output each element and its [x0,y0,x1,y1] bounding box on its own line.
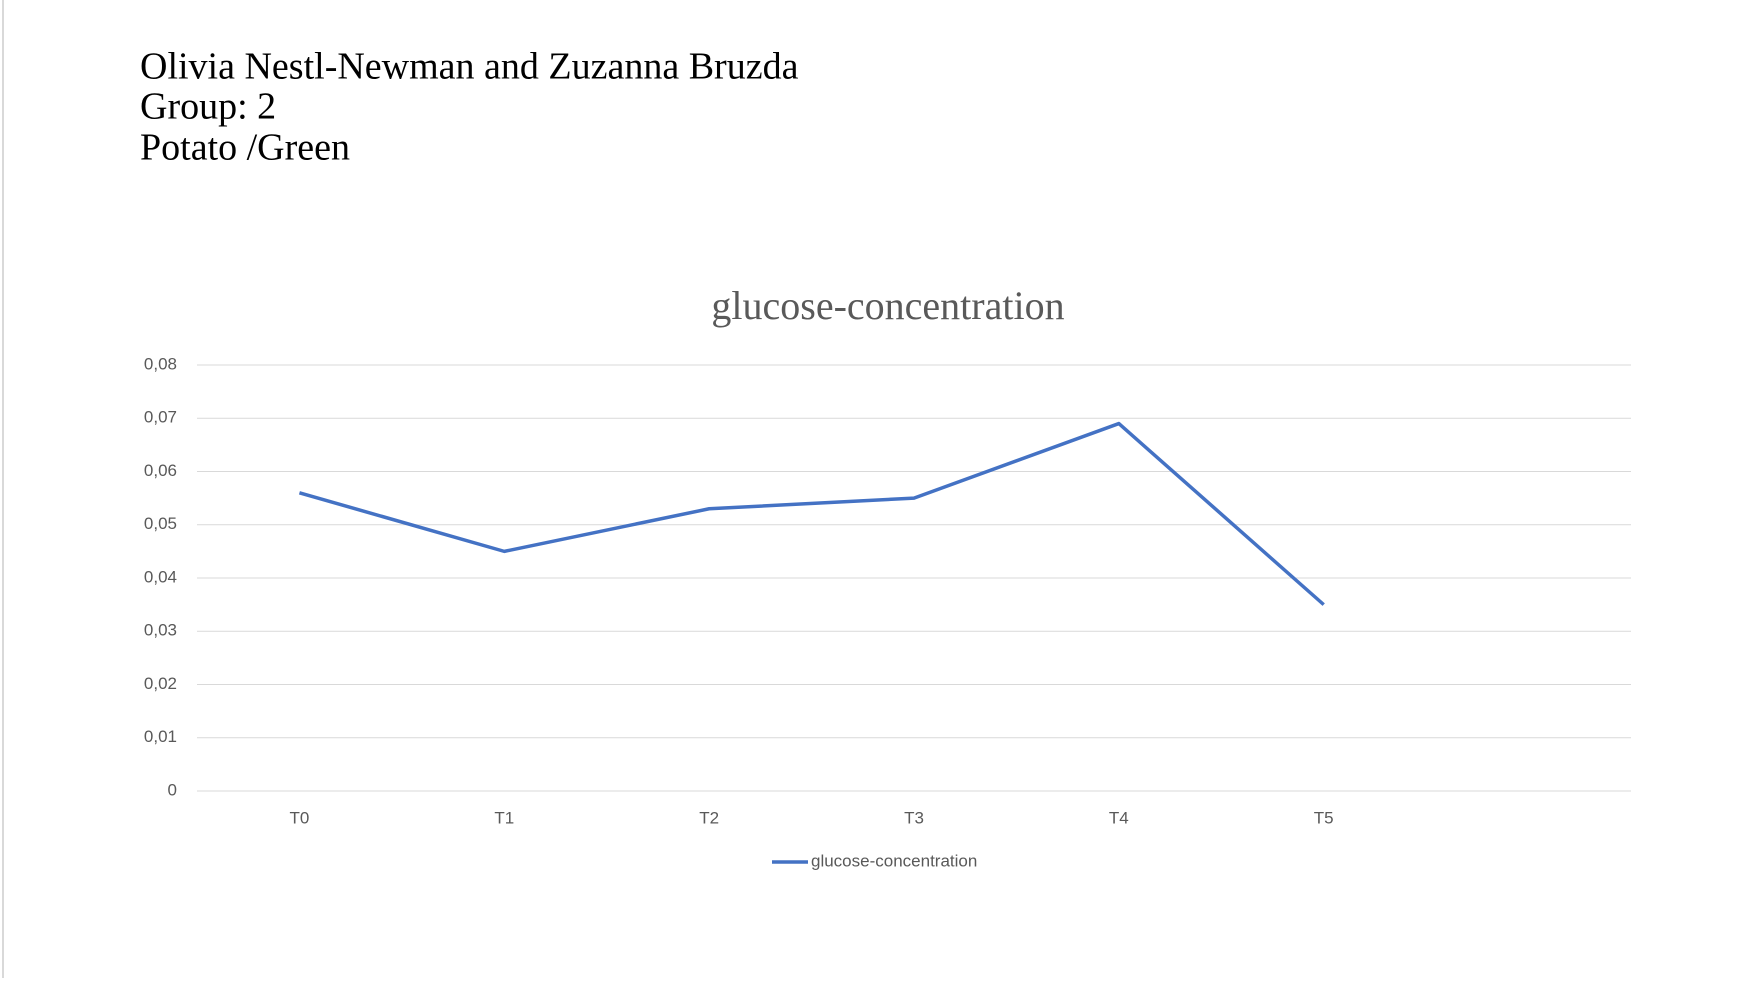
y-tick-label: 0,03 [144,621,177,640]
header-line: Potato /Green [140,127,350,169]
legend-label: glucose-concentration [811,851,977,870]
y-tick-label: 0,06 [144,461,177,480]
y-tick-label: 0,01 [144,727,177,746]
x-tick-label: T0 [290,808,310,827]
chart-title: glucose-concentration [711,283,1064,328]
x-tick-label: T5 [1314,808,1334,827]
x-tick-label: T2 [699,808,719,827]
x-tick-label: T3 [904,808,924,827]
y-tick-label: 0,08 [144,354,177,373]
x-tick-label: T1 [494,808,514,827]
y-tick-label: 0,07 [144,408,177,427]
header-line: Olivia Nestl-Newman and Zuzanna Bruzda [140,46,799,88]
header-line: Group: 2 [140,86,276,128]
y-tick-label: 0 [168,780,177,799]
y-tick-label: 0,02 [144,674,177,693]
series-line [298,421,1325,606]
x-tick-label: T4 [1109,808,1129,827]
y-tick-label: 0,05 [144,514,177,533]
y-tick-label: 0,04 [144,567,177,586]
